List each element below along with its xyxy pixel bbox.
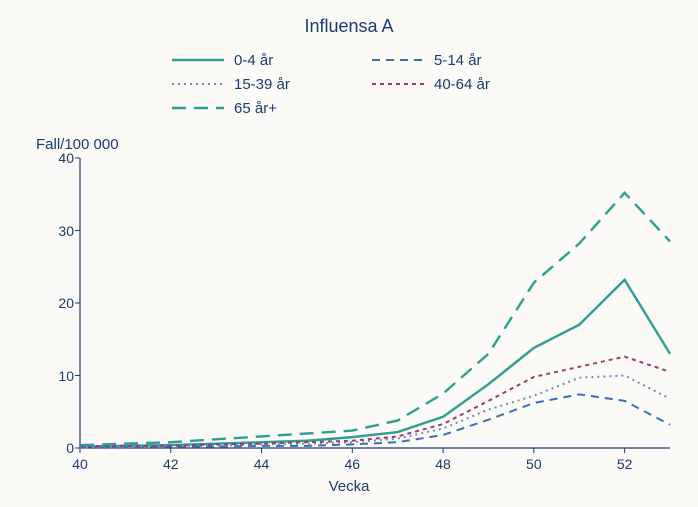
series-line-2 [80,376,670,448]
legend-row: 65 år+ [170,96,570,120]
series-line-0 [80,280,670,447]
legend-item: 0-4 år [170,50,370,70]
legend-swatch [370,74,426,94]
legend-row: 0-4 år 5-14 år [170,48,570,72]
xtick-label: 48 [435,456,451,472]
legend-row: 15-39 år 40-64 år [170,72,570,96]
xtick-label: 46 [345,456,361,472]
legend-label: 40-64 år [434,76,490,93]
legend-label: 15-39 år [234,76,290,93]
ytick-label: 10 [58,368,74,384]
ytick-label: 40 [58,150,74,166]
xtick-label: 40 [72,456,88,472]
y-axis-label: Fall/100 000 [36,136,119,153]
series-line-1 [80,394,670,447]
legend-label: 65 år+ [234,100,277,117]
ytick-label: 0 [66,440,74,456]
series-line-4 [80,193,670,445]
chart-title: Influensa A [0,16,698,37]
legend-item: 15-39 år [170,74,370,94]
series-line-3 [80,357,670,447]
x-axis-label: Vecka [0,478,698,495]
legend-swatch [170,50,226,70]
legend-label: 0-4 år [234,52,273,69]
plot-area [80,158,670,448]
xtick-label: 52 [617,456,633,472]
xtick-label: 50 [526,456,542,472]
chart-container: Influensa A 0-4 år 5-14 år 15-39 år 40-64 å… [0,0,698,507]
legend-item: 40-64 år [370,74,570,94]
xtick-label: 42 [163,456,179,472]
legend-item: 65 år+ [170,98,370,118]
legend-swatch [170,98,226,118]
ytick-label: 30 [58,223,74,239]
legend-label: 5-14 år [434,52,482,69]
legend: 0-4 år 5-14 år 15-39 år 40-64 år 65 år+ [170,48,570,120]
ytick-label: 20 [58,295,74,311]
legend-swatch [170,74,226,94]
xtick-label: 44 [254,456,270,472]
legend-swatch [370,50,426,70]
legend-item: 5-14 år [370,50,570,70]
